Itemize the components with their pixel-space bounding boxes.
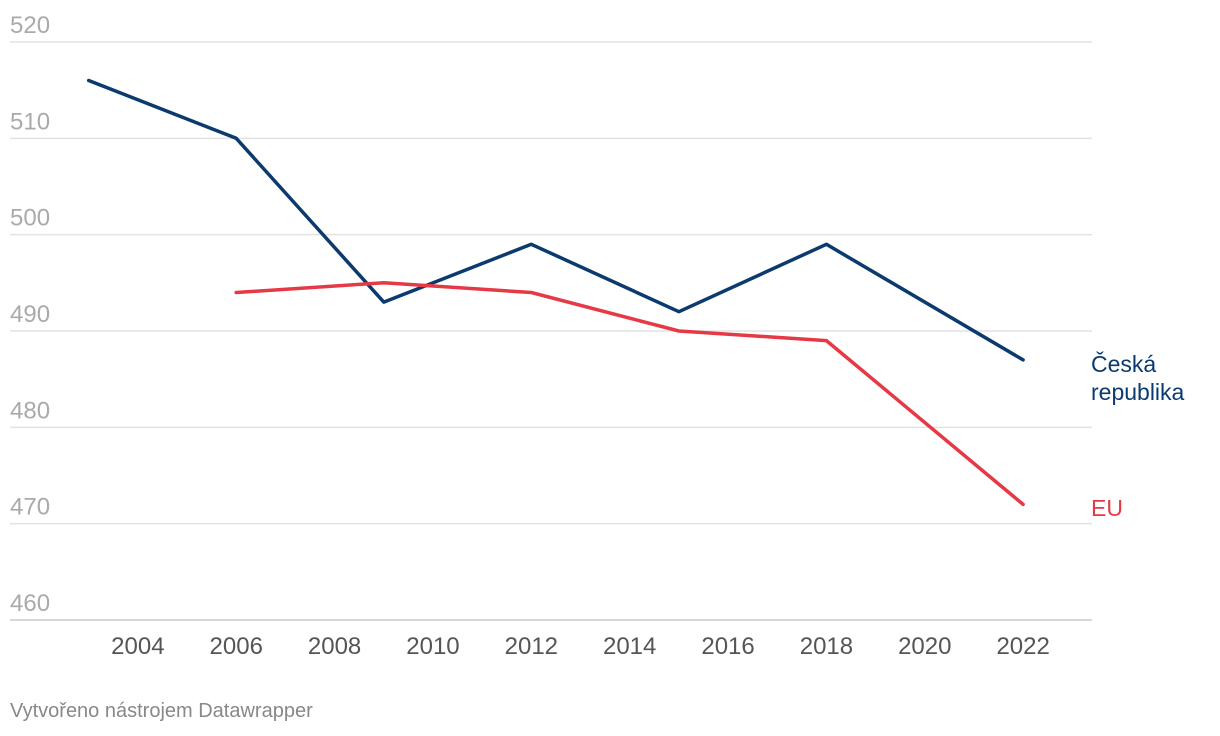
y-tick-label-510: 510 [10, 108, 50, 135]
y-axis-tick-labels: 520 510 500 490 480 470 460 [10, 12, 50, 617]
series-label-czech-line2: republika [1091, 379, 1185, 405]
y-tick-label-500: 500 [10, 205, 50, 232]
x-tick-label-2020: 2020 [898, 633, 951, 660]
grid-lines [10, 41, 1092, 621]
x-tick-label-2018: 2018 [800, 633, 853, 660]
series-line-czech-republic [86, 78, 1025, 362]
credit-text: Vytvořeno nástrojem Datawrapper [10, 700, 313, 722]
series-label-czech-line1: Česká [1091, 350, 1156, 377]
x-tick-label-2006: 2006 [210, 633, 263, 660]
x-tick-label-2004: 2004 [111, 633, 164, 660]
y-tick-label-520: 520 [10, 12, 50, 39]
x-tick-label-2012: 2012 [505, 633, 558, 660]
series-lines [86, 78, 1025, 507]
y-tick-label-470: 470 [10, 494, 50, 521]
x-tick-label-2014: 2014 [603, 633, 656, 660]
x-tick-label-2016: 2016 [701, 633, 754, 660]
x-axis-tick-labels: 2004 2006 2008 2010 2012 2014 2016 2018 2020 2022 [111, 633, 1050, 660]
x-tick-label-2022: 2022 [996, 633, 1049, 660]
x-tick-label-2008: 2008 [308, 633, 361, 660]
x-tick-label-2010: 2010 [406, 633, 459, 660]
y-tick-label-480: 480 [10, 397, 50, 424]
series-line-eu [234, 281, 1025, 507]
y-tick-label-490: 490 [10, 301, 50, 328]
series-label-eu: EU [1091, 495, 1123, 521]
y-tick-label-460: 460 [10, 590, 50, 617]
